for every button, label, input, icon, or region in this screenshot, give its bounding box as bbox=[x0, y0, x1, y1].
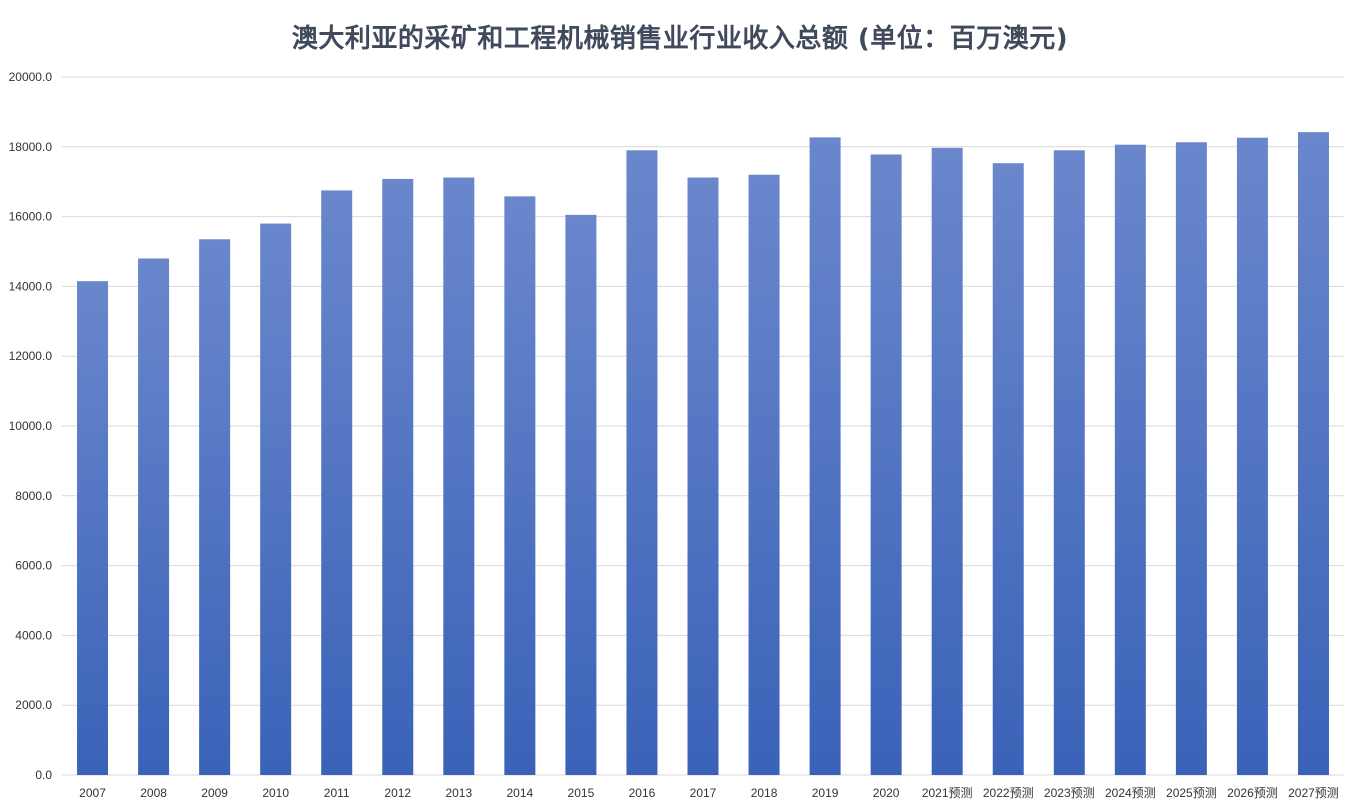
bar-2026预测 bbox=[1236, 137, 1268, 775]
x-tick-label: 2025预测 bbox=[1166, 786, 1217, 800]
bar-2018 bbox=[748, 174, 780, 776]
bar-2017 bbox=[687, 177, 719, 776]
y-tick-label: 6000.0 bbox=[15, 559, 52, 573]
bar-2020 bbox=[870, 154, 902, 775]
y-tick-label: 2000.0 bbox=[15, 698, 52, 712]
y-tick-label: 18000.0 bbox=[9, 140, 53, 154]
x-tick-label: 2021预测 bbox=[922, 786, 973, 800]
bar-2010 bbox=[260, 223, 292, 775]
y-tick-label: 16000.0 bbox=[9, 210, 53, 224]
bar-2012 bbox=[382, 178, 414, 775]
bar-2025预测 bbox=[1175, 142, 1207, 775]
bar-2015 bbox=[565, 214, 597, 776]
x-tick-label: 2023预测 bbox=[1044, 786, 1095, 800]
x-tick-label: 2008 bbox=[140, 786, 167, 800]
bar-2011 bbox=[321, 190, 353, 776]
x-tick-label: 2026预测 bbox=[1227, 786, 1278, 800]
y-tick-label: 14000.0 bbox=[9, 279, 53, 293]
x-tick-label: 2013 bbox=[445, 786, 472, 800]
x-tick-label: 2012 bbox=[384, 786, 411, 800]
bar-2007 bbox=[77, 281, 109, 775]
x-tick-label: 2019 bbox=[812, 786, 839, 800]
x-tick-label: 2010 bbox=[262, 786, 289, 800]
x-tick-label: 2018 bbox=[751, 786, 778, 800]
y-tick-label: 8000.0 bbox=[15, 489, 52, 503]
x-tick-label: 2027预测 bbox=[1288, 786, 1339, 800]
x-tick-label: 2020 bbox=[873, 786, 900, 800]
y-tick-label: 20000.0 bbox=[9, 70, 53, 84]
bar-2022预测 bbox=[992, 163, 1024, 775]
x-tick-label: 2016 bbox=[629, 786, 656, 800]
x-tick-label: 2022预测 bbox=[983, 786, 1034, 800]
y-tick-label: 0.0 bbox=[35, 768, 52, 782]
x-tick-label: 2024预测 bbox=[1105, 786, 1156, 800]
bar-2016 bbox=[626, 150, 658, 776]
bar-2019 bbox=[809, 137, 841, 775]
chart-title: 澳大利亚的采矿和工程机械销售业行业收入总额 (单位：百万澳元) bbox=[291, 24, 1069, 54]
bar-2021预测 bbox=[931, 147, 963, 776]
x-tick-label: 2014 bbox=[507, 786, 534, 800]
x-tick-label: 2015 bbox=[568, 786, 595, 800]
bar-2014 bbox=[504, 196, 536, 775]
bar-2027预测 bbox=[1297, 132, 1329, 776]
bar-2013 bbox=[443, 177, 475, 776]
x-tick-label: 2009 bbox=[201, 786, 228, 800]
x-tick-label: 2011 bbox=[324, 786, 350, 800]
bar-2023预测 bbox=[1053, 150, 1085, 776]
bar-2009 bbox=[199, 239, 231, 775]
bar-2024预测 bbox=[1114, 144, 1146, 775]
x-tick-label: 2017 bbox=[690, 786, 717, 800]
y-tick-label: 4000.0 bbox=[15, 628, 52, 642]
y-tick-label: 12000.0 bbox=[9, 349, 53, 363]
x-tick-label: 2007 bbox=[79, 786, 106, 800]
y-tick-label: 10000.0 bbox=[9, 419, 53, 433]
bar-2008 bbox=[138, 258, 170, 776]
